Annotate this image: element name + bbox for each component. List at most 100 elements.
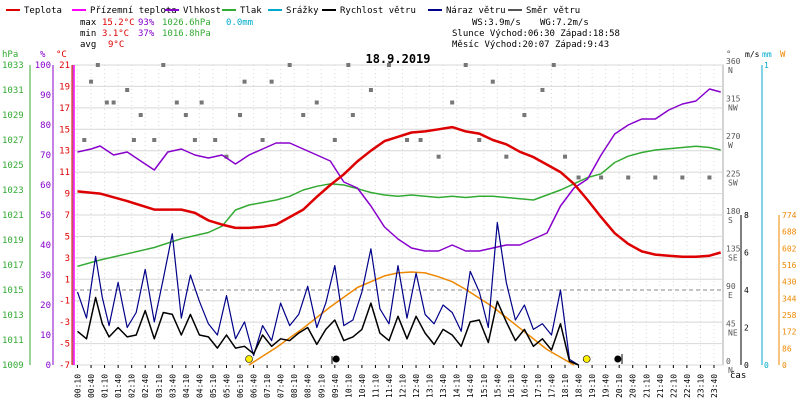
humidity-tick: 20	[40, 301, 51, 311]
humidity-tick: 50	[40, 211, 51, 221]
humidity-tick: 30	[40, 271, 51, 281]
direction-tick: 315	[726, 95, 741, 104]
x-tick-label: 01:40	[114, 374, 123, 398]
temp-tick: 15	[59, 125, 70, 135]
direction-tick-letter: SE	[728, 254, 738, 263]
radiation-tick: 774	[782, 211, 797, 220]
radiation-tick: 172	[782, 328, 797, 337]
x-tick-label: 10:40	[358, 374, 367, 398]
humidity-tick: 60	[40, 181, 51, 191]
wind-direction-point	[224, 154, 229, 159]
wind-direction-point	[213, 138, 218, 142]
x-tick-label: 22:40	[683, 374, 692, 398]
wind-direction-point	[260, 138, 265, 142]
series-line-vlhkost	[77, 88, 721, 252]
wind-direction-points	[82, 63, 712, 180]
direction-tick: 90	[726, 282, 736, 291]
wind-direction-point	[551, 63, 556, 67]
x-tick-label: 01:10	[101, 374, 110, 398]
unit-ms: m/s	[745, 50, 760, 59]
stats-max-hum: 93%	[138, 18, 155, 28]
stats-min-temp: 3.1°C	[102, 29, 129, 39]
direction-tick: 45	[726, 320, 736, 329]
x-tick-label: 02:10	[128, 374, 137, 398]
radiation-tick: 258	[782, 311, 797, 320]
temp-tick: 7	[65, 211, 70, 221]
wind-direction-point	[161, 63, 166, 67]
series-line-náraz-větru	[76, 221, 579, 366]
x-tick-label: 22:10	[669, 374, 678, 398]
x-tick-label: 18:10	[561, 374, 570, 398]
x-tick-label: 23:10	[696, 374, 705, 398]
x-tick-label: 06:10	[236, 374, 245, 398]
series-line-rychlost-větru	[77, 296, 579, 366]
unit-w: W	[780, 50, 786, 60]
temp-tick: -3	[59, 318, 70, 328]
temp-tick: 1	[65, 275, 70, 285]
wind-direction-point	[346, 63, 351, 67]
series-line-tlak	[77, 145, 721, 268]
direction-tick-letter: SW	[728, 179, 738, 188]
unit-deg: °	[726, 50, 731, 60]
series-line-teplota	[77, 125, 722, 259]
direction-tick: 270	[726, 132, 741, 141]
chart-title: 18.9.2019	[365, 52, 430, 66]
stats-moon: Měsíc Východ:20:07 Západ:9:43	[452, 40, 609, 50]
wind-direction-point	[104, 100, 109, 105]
direction-tick-letter: NW	[728, 104, 738, 113]
radiation-tick: 602	[782, 244, 797, 253]
stats-wg: WG:7.2m/s	[540, 18, 589, 28]
x-tick-label: 03:10	[155, 374, 164, 398]
x-tick-label: 11:10	[371, 374, 380, 398]
pressure-tick: 1029	[2, 111, 24, 121]
wind-direction-point	[183, 113, 188, 117]
pressure-tick: 1019	[2, 236, 24, 246]
unit-mm: mm	[762, 50, 772, 59]
wind-direction-point	[131, 138, 136, 142]
pressure-tick: 1011	[2, 336, 24, 346]
stats-max-temp: 15.2°C	[102, 18, 135, 28]
wind-direction-point	[242, 79, 247, 84]
rain-tick: 1	[764, 61, 769, 70]
sunset-marker	[582, 355, 591, 363]
legend-label-3: Tlak	[240, 6, 262, 16]
stats-ws: WS:3.9m/s	[472, 18, 521, 28]
rain-tick: 0	[764, 361, 769, 370]
pressure-tick: 1023	[2, 186, 24, 196]
wind-direction-point	[576, 175, 581, 180]
radiation-tick: 86	[782, 344, 792, 353]
legend-label-2: Vlhkost	[183, 6, 221, 16]
direction-tick: 225	[726, 170, 741, 179]
pressure-tick: 1031	[2, 86, 24, 96]
wind-direction-point	[269, 79, 274, 84]
x-tick-label: 16:40	[520, 374, 529, 398]
temp-tick: 13	[59, 147, 70, 157]
wind-direction-point	[540, 88, 545, 92]
x-tick-label: 17:10	[534, 374, 543, 398]
humidity-tick: 90	[40, 91, 51, 101]
wind-direction-point	[463, 63, 468, 67]
x-tick-label: 21:40	[656, 374, 665, 398]
wind-direction-point	[89, 79, 94, 84]
x-tick-label: 02:40	[141, 374, 150, 398]
unit-degc: °C	[56, 50, 67, 60]
wind-tick: 8	[744, 211, 749, 220]
x-tick-label: 17:40	[547, 374, 556, 398]
wind-direction-point	[174, 100, 179, 105]
wind-direction-point	[138, 113, 143, 117]
x-tick-label: 16:10	[507, 374, 516, 398]
x-tick-label: 20:40	[629, 374, 638, 398]
x-tick-label: 15:40	[493, 374, 502, 398]
x-tick-label: 04:40	[195, 374, 204, 398]
humidity-tick: 80	[40, 121, 51, 131]
temp-tick: -7	[59, 361, 70, 371]
direction-tick-letter: NE	[728, 329, 738, 338]
x-tick-label: 10:10	[344, 374, 353, 398]
temp-tick: 17	[59, 104, 70, 114]
radiation-tick: 430	[782, 278, 797, 287]
legend-bar: Teplota Přízemní teplota Vlhkost Tlak Srážky…	[6, 6, 580, 16]
series-line-radiation	[248, 271, 575, 366]
wind-direction-point	[125, 88, 130, 92]
temp-tick: -1	[59, 297, 70, 307]
x-tick-label: 04:10	[182, 374, 191, 398]
